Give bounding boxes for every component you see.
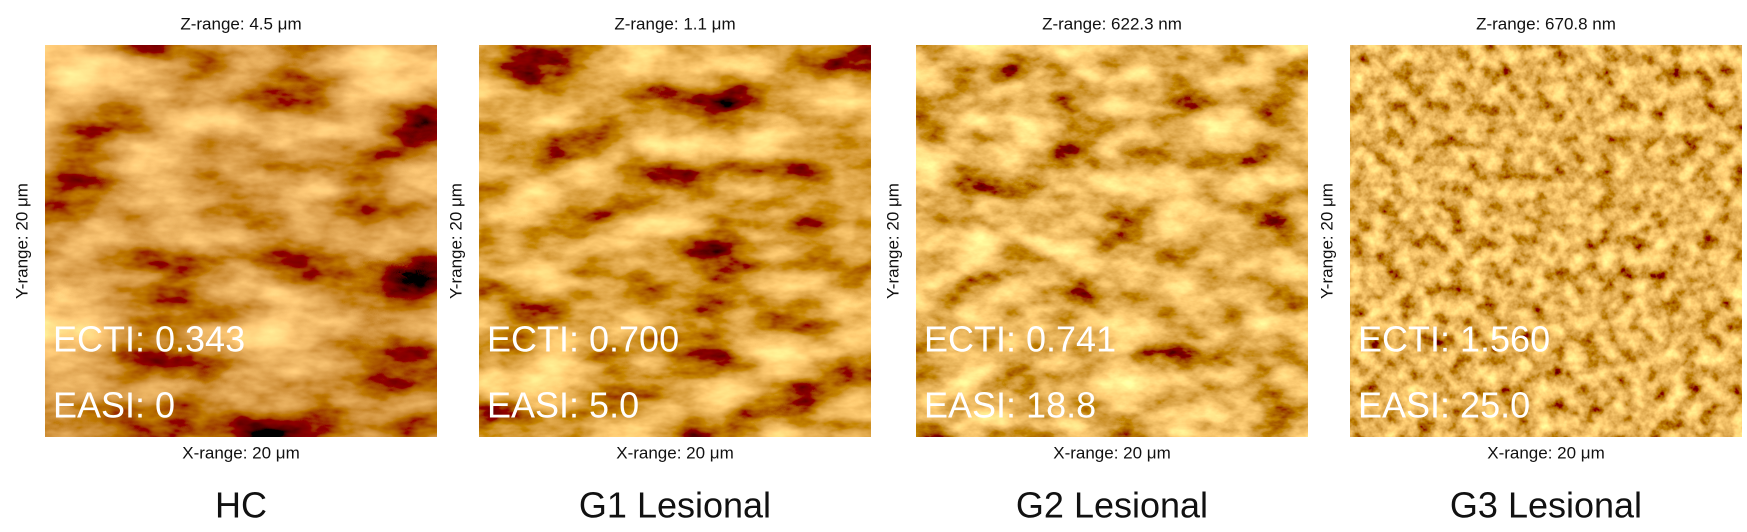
easi-label: EASI: 5.0 [487, 385, 639, 426]
z-range-label: Z-range: 670.8 nm [1476, 14, 1616, 33]
y-range-label: Y-range: 20 μm [446, 183, 465, 299]
afm-image [916, 45, 1308, 437]
x-range-label: X-range: 20 μm [1487, 443, 1605, 462]
z-range-label: Z-range: 4.5 μm [180, 14, 301, 33]
y-range-label: Y-range: 20 μm [12, 183, 31, 299]
easi-label: EASI: 0 [53, 385, 175, 426]
y-range-label: Y-range: 20 μm [883, 183, 902, 299]
group-label: G1 Lesional [579, 485, 771, 526]
x-range-label: X-range: 20 μm [1053, 443, 1171, 462]
afm-image [1350, 45, 1742, 437]
afm-image [479, 45, 871, 437]
ecti-label: ECTI: 0.700 [487, 319, 679, 360]
ecti-label: ECTI: 0.741 [924, 319, 1116, 360]
x-range-label: X-range: 20 μm [182, 443, 300, 462]
easi-label: EASI: 25.0 [1358, 385, 1530, 426]
x-range-label: X-range: 20 μm [616, 443, 734, 462]
group-label: G3 Lesional [1450, 485, 1642, 526]
afm-image [45, 45, 437, 437]
ecti-label: ECTI: 0.343 [53, 319, 245, 360]
group-label: HC [215, 485, 267, 526]
easi-label: EASI: 18.8 [924, 385, 1096, 426]
group-label: G2 Lesional [1016, 485, 1208, 526]
ecti-label: ECTI: 1.560 [1358, 319, 1550, 360]
z-range-label: Z-range: 622.3 nm [1042, 14, 1182, 33]
y-range-label: Y-range: 20 μm [1317, 183, 1336, 299]
z-range-label: Z-range: 1.1 μm [614, 14, 735, 33]
